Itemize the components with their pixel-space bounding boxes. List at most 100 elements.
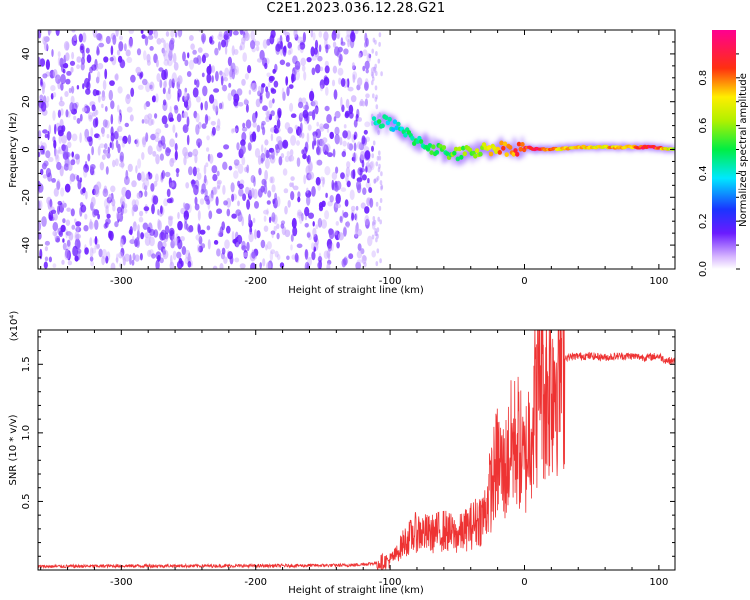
noise-speckle <box>75 221 82 227</box>
noise-speckle <box>343 48 349 55</box>
noise-speckle <box>166 188 171 198</box>
noise-speckle <box>43 261 48 269</box>
noise-speckle <box>304 249 309 260</box>
noise-speckle <box>340 96 343 108</box>
noise-speckle <box>264 158 270 170</box>
noise-speckle <box>53 213 58 221</box>
noise-speckle <box>71 151 74 158</box>
noise-speckle <box>71 85 75 94</box>
noise-speckle <box>125 189 132 200</box>
noise-speckle <box>288 155 295 162</box>
noise-speckle <box>266 241 272 250</box>
noise-speckle <box>176 172 179 178</box>
noise-speckle <box>359 168 363 180</box>
noise-speckle <box>96 48 100 56</box>
noise-speckle <box>187 226 194 233</box>
noise-speckle <box>183 91 188 102</box>
noise-speckle <box>264 147 267 155</box>
noise-speckle <box>325 143 331 152</box>
noise-speckle <box>163 59 170 66</box>
noise-speckle <box>296 157 301 168</box>
noise-speckle <box>316 121 320 127</box>
noise-speckle <box>276 118 281 129</box>
noise-speckle <box>193 110 198 119</box>
noise-speckle <box>278 156 283 166</box>
noise-speckle <box>95 76 100 84</box>
track-blob <box>520 142 525 147</box>
noise-speckle <box>211 75 214 83</box>
noise-speckle <box>52 92 57 98</box>
noise-speckle <box>240 144 246 155</box>
noise-speckle <box>351 62 355 70</box>
noise-speckle <box>323 31 329 41</box>
noise-speckle <box>119 35 123 41</box>
noise-speckle <box>112 204 116 212</box>
noise-speckle <box>261 178 267 186</box>
noise-speckle <box>307 124 312 131</box>
noise-speckle <box>360 202 366 209</box>
noise-speckle <box>332 41 337 48</box>
noise-speckle <box>297 196 301 203</box>
noise-speckle <box>345 98 350 109</box>
noise-speckle <box>114 158 119 167</box>
noise-speckle <box>246 241 250 252</box>
track-blob <box>434 150 440 155</box>
noise-speckle <box>120 196 126 207</box>
noise-speckle <box>336 241 340 249</box>
noise-speckle <box>286 255 290 261</box>
noise-speckle <box>77 248 82 254</box>
noise-speckle <box>218 102 223 110</box>
noise-speckle <box>160 229 167 241</box>
noise-speckle <box>94 219 99 230</box>
noise-speckle <box>365 161 370 168</box>
noise-speckle <box>246 199 251 210</box>
noise-speckle <box>259 49 265 61</box>
noise-speckle <box>169 182 175 188</box>
noise-speckle <box>275 43 281 52</box>
noise-speckle <box>342 140 347 147</box>
noise-speckle <box>128 37 134 49</box>
noise-speckle <box>301 213 304 222</box>
noise-speckle <box>171 72 177 84</box>
noise-speckle <box>136 48 142 56</box>
noise-speckle <box>258 167 262 176</box>
noise-speckle <box>200 102 203 111</box>
noise-speckle <box>99 161 105 171</box>
noise-speckle <box>143 103 147 110</box>
noise-speckle <box>303 71 307 81</box>
noise-speckle <box>169 158 175 167</box>
noise-speckle <box>71 224 76 230</box>
track-blob <box>457 146 462 152</box>
noise-speckle <box>335 203 341 209</box>
noise-speckle <box>110 100 115 110</box>
noise-speckle <box>180 260 184 267</box>
noise-speckle <box>182 51 186 62</box>
noise-speckle <box>41 216 47 227</box>
noise-speckle <box>375 161 379 167</box>
noise-speckle <box>252 217 256 224</box>
noise-speckle <box>361 254 367 265</box>
noise-speckle <box>270 88 277 94</box>
noise-speckle <box>321 141 326 153</box>
noise-speckle <box>299 122 303 133</box>
noise-speckle <box>50 209 57 214</box>
noise-speckle <box>72 245 78 257</box>
noise-speckle <box>331 30 337 41</box>
noise-speckle <box>38 200 41 210</box>
noise-speckle <box>217 33 224 41</box>
noise-speckle <box>266 261 272 269</box>
noise-speckle <box>54 231 58 241</box>
noise-speckle <box>151 95 157 103</box>
noise-speckle <box>269 34 275 45</box>
noise-speckle <box>110 185 116 193</box>
noise-speckle <box>194 196 198 206</box>
noise-speckle <box>132 235 135 243</box>
noise-speckle <box>231 45 235 56</box>
noise-speckle <box>362 65 366 72</box>
noise-speckle <box>85 47 90 54</box>
track-blob <box>459 154 464 160</box>
noise-speckle <box>187 261 192 268</box>
noise-speckle <box>364 215 370 226</box>
noise-speckle <box>154 132 160 138</box>
noise-speckle <box>103 56 109 63</box>
